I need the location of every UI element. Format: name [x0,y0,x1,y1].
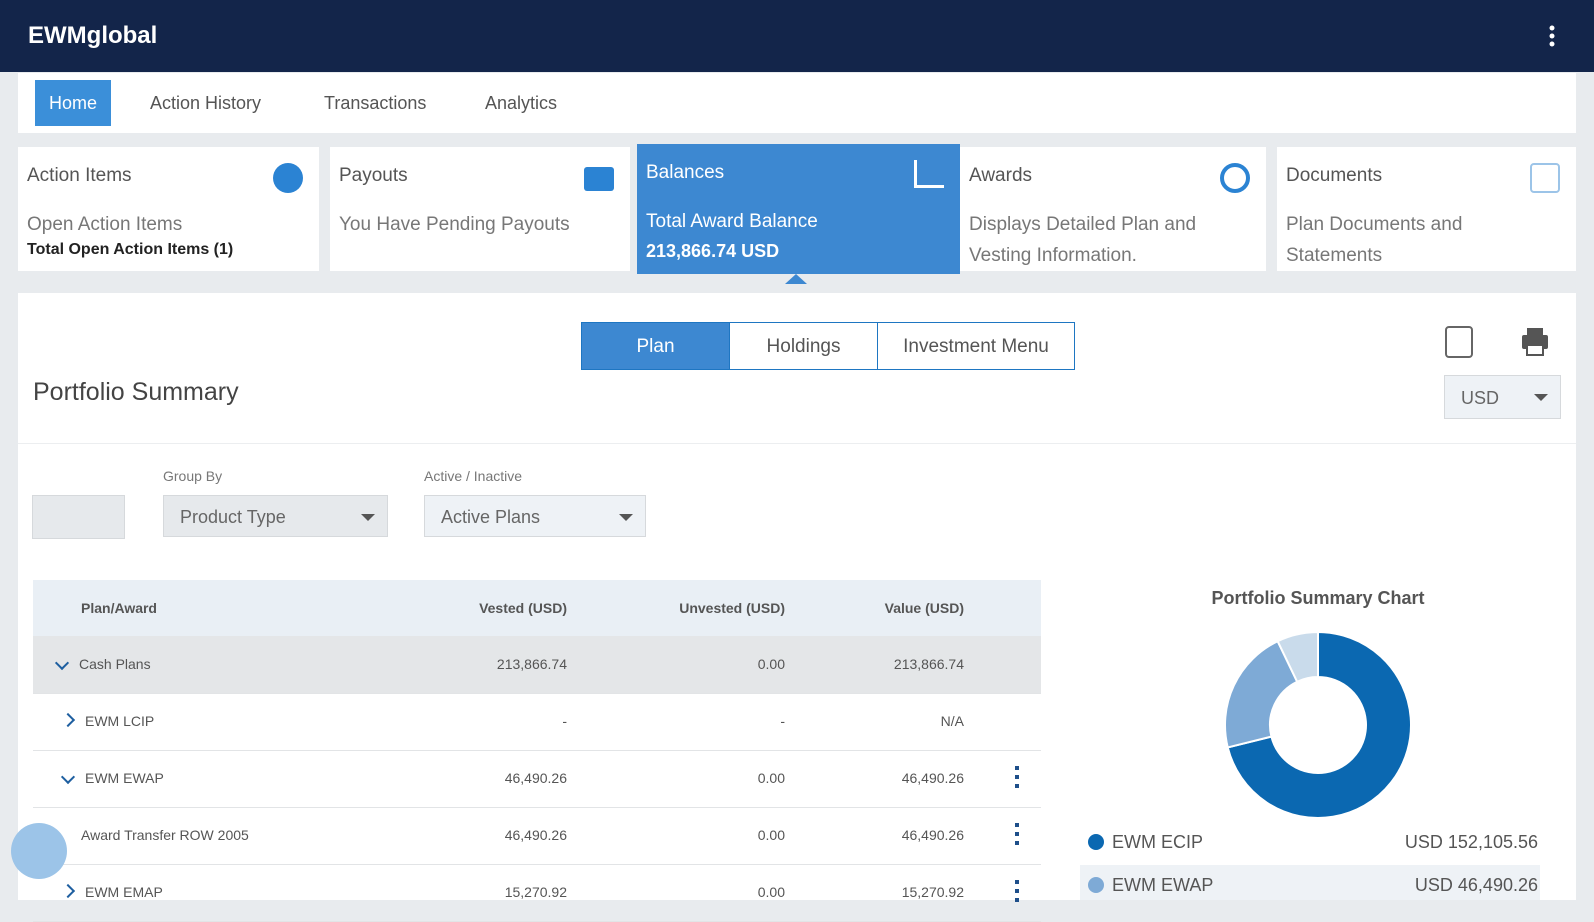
expand-toggle[interactable] [61,770,75,784]
settings-button[interactable] [32,495,125,539]
cell: N/A [941,713,964,729]
active-pointer [785,274,807,284]
card-icon [914,160,944,188]
active-label: Active / Inactive [424,468,522,484]
nav-tab[interactable]: Action History [136,80,275,126]
row-menu[interactable] [1015,880,1019,902]
group-by-select[interactable]: Product Type [163,495,388,537]
currency: USD [1461,388,1499,408]
legend-label: EWM ECIP [1112,832,1203,852]
card-text: You Have Pending Payouts [339,209,609,240]
cell: 0.00 [758,884,785,900]
card-icon [273,163,303,193]
nav-bar: Home Action History Transactions Analytics [18,73,1576,133]
more-menu[interactable] [1548,24,1556,48]
cell: 46,490.26 [902,827,964,843]
card-text: Displays Detailed Plan and Vesting Infor… [969,209,1239,271]
column-header[interactable]: Value (USD) [885,600,964,616]
table-row[interactable]: EWM EMAP 15,270.92 0.00 15,270.92 [33,864,1041,922]
legend-swatch [1088,834,1104,850]
legend-label: EWM EWAP [1112,875,1213,895]
summary-card[interactable]: Action Items Open Action ItemsTotal Open … [18,147,319,271]
nav-tab[interactable]: Transactions [310,80,440,126]
divider [18,443,1576,444]
toolbar-icons [1442,323,1554,363]
row-label: EWM EWAP [85,770,164,786]
cell: - [780,713,785,729]
chart-title: Portfolio Summary Chart [1211,588,1424,608]
currency-select[interactable]: USD [1444,375,1561,419]
card-subtext: Total Open Action Items (1) [27,241,233,259]
cell: 15,270.92 [902,884,964,900]
summary-card[interactable]: Balances Total Award Balance 213,866.74 US… [637,144,960,274]
summary-card[interactable]: Payouts You Have Pending Payouts [330,147,630,271]
app: EWMglobal Home Action History Transactions… [0,0,1594,900]
table-row[interactable]: EWM EWAP 46,490.26 0.00 46,490.26 [33,750,1041,808]
summary-card[interactable]: Awards Displays Detailed Plan and Vesting… [960,147,1266,271]
top-bar: EWMglobal [0,0,1594,72]
active: Active Plans [441,507,540,527]
card-icon [1220,163,1250,193]
donut-chart: Portfolio Summary Chart EWM ECIP USD 152,… [1070,580,1594,900]
table-row[interactable]: Award Transfer ROW 2005 46,490.26 0.00 46,4… [33,807,1041,865]
column-header[interactable]: Plan/Award [81,600,157,616]
brand[interactable]: EWMglobal [28,22,157,50]
expand-toggle[interactable] [61,884,75,898]
legend-value: USD 152,105.56 [1405,832,1538,852]
group-by-label: Group By [163,468,222,484]
card-title: Payouts [339,165,408,187]
table-row[interactable]: EWM LCIP - - N/A [33,693,1041,751]
cell: 46,490.26 [505,827,567,843]
table-row[interactable]: Cash Plans 213,866.74 0.00 213,866.74 [33,636,1041,694]
cell: 213,866.74 [497,656,567,672]
row-menu[interactable] [1015,766,1019,788]
row-label: EWM LCIP [85,713,154,729]
row-label: Award Transfer ROW 2005 [81,827,249,843]
cell: 213,866.74 [894,656,964,672]
row-label: EWM EMAP [85,884,163,900]
view-tab[interactable]: Investment Menu [877,322,1075,370]
cell: - [562,713,567,729]
row-menu[interactable] [1015,823,1019,845]
cell: 0.00 [758,656,785,672]
card-subtext: 213,866.74 USD [646,241,779,262]
export-icon[interactable] [1446,327,1472,357]
legend-value: USD 46,490.26 [1415,875,1538,895]
cell: 46,490.26 [505,770,567,786]
legend-swatch [1088,877,1104,893]
cell: 0.00 [758,770,785,786]
card-text: Open Action Items [27,209,297,240]
nav-tab[interactable]: Home [35,80,111,126]
card-title: Balances [646,162,724,184]
cell: 15,270.92 [505,884,567,900]
view-tab[interactable]: Plan [581,322,730,370]
active-select[interactable]: Active Plans [424,495,646,537]
card-title: Action Items [27,165,132,187]
column-header[interactable]: Unvested (USD) [679,600,785,616]
column-header[interactable]: Vested (USD) [479,600,567,616]
table-header: Plan/Award Vested (USD) Unvested (USD) Valu… [33,580,1041,636]
card-icon [584,167,614,191]
group-by: Product Type [180,507,286,527]
nav-tab[interactable]: Analytics [471,80,571,126]
card-text: Total Award Balance [646,206,916,237]
cell: 46,490.26 [902,770,964,786]
scroll-down-button[interactable] [11,823,67,879]
summary-card[interactable]: Documents Plan Documents and Statements [1277,147,1576,271]
card-text: Plan Documents and Statements [1286,209,1556,271]
expand-toggle[interactable] [61,713,75,727]
row-label: Cash Plans [79,656,151,672]
card-icon [1530,163,1560,193]
card-title: Documents [1286,165,1382,187]
cell: 0.00 [758,827,785,843]
expand-toggle[interactable] [55,656,69,670]
panel-title: Portfolio Summary [33,378,239,407]
card-title: Awards [969,165,1032,187]
view-tab[interactable]: Holdings [729,322,878,370]
